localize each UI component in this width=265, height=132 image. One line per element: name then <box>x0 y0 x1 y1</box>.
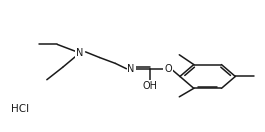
Text: OH: OH <box>142 81 157 91</box>
Text: HCl: HCl <box>11 104 29 114</box>
Text: N: N <box>127 64 135 74</box>
Text: O: O <box>164 64 172 74</box>
Text: N: N <box>76 48 83 58</box>
